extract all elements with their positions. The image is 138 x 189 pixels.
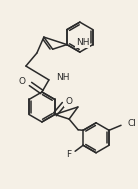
Text: F: F <box>67 150 72 159</box>
Text: O: O <box>65 97 72 106</box>
Text: NH: NH <box>76 38 89 47</box>
Text: NH: NH <box>56 73 69 82</box>
Text: O: O <box>18 77 26 87</box>
Text: Cl: Cl <box>127 119 136 128</box>
